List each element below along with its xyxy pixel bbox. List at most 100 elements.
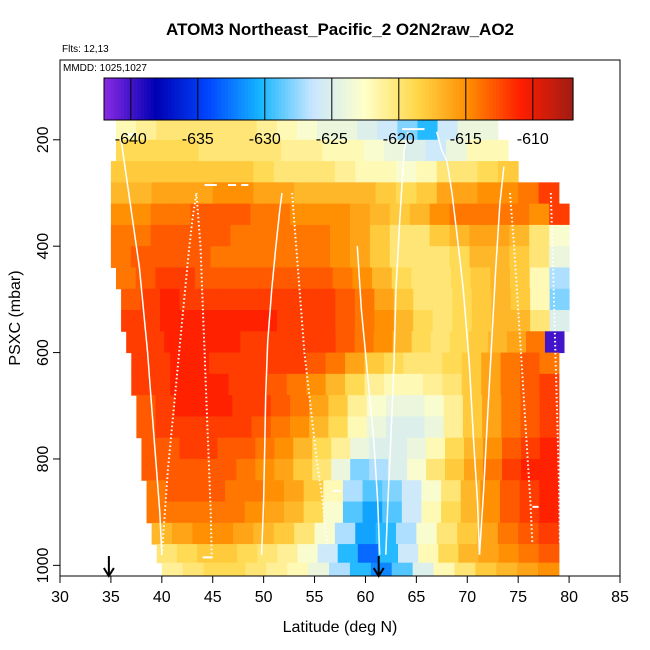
heatmap-cell [331, 458, 351, 481]
heatmap-cell [179, 310, 200, 332]
heatmap-cell [253, 182, 275, 205]
colorbar-segment [288, 78, 293, 120]
heatmap-cell [329, 562, 351, 576]
colorbar-segment [506, 78, 510, 120]
heatmap-cell [369, 458, 389, 481]
heatmap-cell [413, 310, 434, 332]
heatmap-cell [355, 182, 377, 205]
heatmap-cell [213, 416, 233, 439]
heatmap-cell [130, 246, 152, 268]
heatmap-cell [205, 480, 226, 503]
heatmap-cell [130, 203, 152, 226]
heatmap-cell [230, 203, 251, 226]
heatmap-cell [217, 437, 237, 460]
heatmap-cell [274, 437, 294, 460]
colorbar-segment [542, 78, 547, 120]
heatmap-cell [266, 562, 288, 576]
heatmap-cell [396, 161, 417, 183]
heatmap-cell [257, 288, 278, 311]
heatmap-cell [196, 544, 218, 564]
heatmap-cell [374, 310, 395, 332]
heatmap-cell [480, 501, 501, 524]
heatmap-cell [199, 288, 219, 311]
heatmap-cell [156, 544, 178, 564]
heatmap-cell [131, 182, 153, 205]
heatmap-cell [330, 246, 351, 268]
colorbar-segment [516, 78, 520, 120]
heatmap-cell [110, 203, 132, 226]
colorbar-segment [358, 78, 363, 120]
heatmap-cell [404, 139, 426, 162]
heatmap-cell [151, 161, 173, 183]
heatmap-cell [450, 267, 472, 290]
heatmap-cell [198, 437, 218, 460]
heatmap-cell [170, 203, 192, 226]
flight-track-line [385, 131, 409, 555]
heatmap-cell [293, 437, 313, 460]
heatmap-cell [510, 288, 531, 311]
heatmap-cell [350, 437, 370, 460]
heatmap-cell [442, 352, 463, 375]
flight-track-line [120, 139, 163, 555]
heatmap-cell [429, 224, 451, 247]
heatmap-cell [294, 161, 316, 183]
heatmap-cell [369, 224, 391, 247]
heatmap-cell [425, 139, 447, 162]
heatmap-cell [418, 544, 439, 564]
colorbar-segment [184, 78, 189, 120]
heatmap-cell [150, 246, 172, 268]
heatmap-cell [501, 395, 521, 417]
heatmap-cell [386, 395, 406, 417]
colorbar-tick-label: -640 [115, 131, 147, 148]
colorbar-segment [274, 78, 279, 120]
colorbar-segment [475, 78, 480, 120]
heatmap-cell [253, 522, 275, 545]
heatmap-cell [384, 139, 406, 162]
heatmap-cell [449, 224, 470, 247]
heatmap-cell [172, 161, 193, 183]
heatmap-cell [342, 501, 364, 524]
x-tick-label: 65 [407, 589, 425, 606]
heatmap-cell [416, 522, 438, 545]
heatmap-cell [354, 288, 375, 311]
colorbar-segment [335, 78, 340, 120]
heatmap-cell [519, 480, 540, 503]
colorbar-tick-label: -630 [249, 131, 281, 148]
heatmap-cell [325, 373, 346, 396]
x-tick-label: 50 [255, 589, 273, 606]
colorbar-segment [348, 78, 353, 120]
heatmap-cell [509, 224, 530, 247]
colorbar-segment [268, 78, 273, 120]
flights-label: Flts: 12,13 [62, 44, 109, 55]
heatmap-cell [539, 437, 560, 460]
heatmap-cell [205, 501, 226, 524]
heatmap-cell [179, 288, 200, 311]
heatmap-cell [276, 288, 297, 311]
heatmap-cell [382, 501, 403, 524]
heatmap-cell [217, 458, 237, 481]
heatmap-cell [483, 437, 503, 460]
heatmap-cell [316, 118, 338, 141]
heatmap-cell [352, 267, 373, 290]
heatmap-cell [539, 501, 560, 524]
colorbar-segment [271, 78, 276, 120]
heatmap-cell [350, 458, 370, 481]
heatmap-cell [160, 288, 181, 311]
colorbar-segment [526, 78, 531, 120]
colorbar-segment [124, 78, 129, 120]
heatmap-cell [192, 182, 214, 205]
heatmap-cell [126, 331, 146, 354]
colorbar-segment [395, 78, 400, 120]
y-tick-label: 600 [35, 339, 52, 366]
heatmap-cell [131, 161, 153, 183]
heatmap-cell [160, 310, 181, 332]
colorbar-tick-label: -620 [383, 131, 415, 148]
heatmap-cell [160, 458, 180, 481]
colorbar-segment [539, 78, 544, 120]
heatmap-cell [349, 562, 372, 576]
heatmap-cell [314, 522, 336, 545]
colorbar-segment [382, 78, 386, 120]
heatmap-cell [441, 480, 462, 503]
colorbar-segment [331, 78, 336, 120]
colorbar-segment [472, 78, 477, 120]
